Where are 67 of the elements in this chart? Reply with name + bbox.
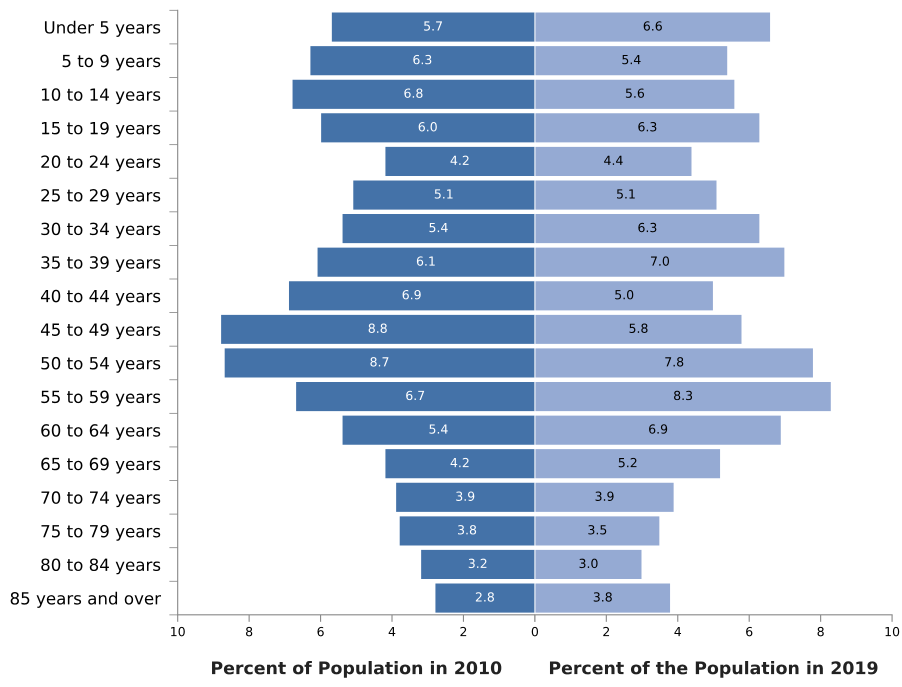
data-label: 8.7 [370,357,388,367]
x-tick-label: 4 [388,627,396,636]
data-label: 5.0 [615,290,634,300]
data-label: 5.6 [626,88,644,98]
data-label: 5.2 [618,458,636,468]
data-label: 4.4 [604,156,623,165]
data-label: 3.8 [594,592,612,602]
data-label: 7.8 [665,357,684,367]
data-label: 3.0 [579,558,598,568]
x-tick-label: 2 [603,626,610,636]
data-label: 6.0 [418,122,437,132]
x-tick-label: 0 [532,626,538,636]
y-tick-label: Under 5 years [44,20,160,37]
y-tick-label: 55 to 59 years [41,390,160,406]
x-tick-label: 6 [746,626,752,636]
data-label: 8.8 [368,324,387,334]
data-label: 5.4 [429,222,448,232]
data-label: 3.9 [596,491,614,501]
x-axis-title: Percent of Population in 2010 [212,660,502,678]
data-label: 5.1 [616,189,635,199]
data-label: 2.8 [476,592,494,602]
data-label: 6.1 [416,256,435,266]
data-label: 3.8 [458,525,476,535]
y-tick-label: 45 to 49 years [40,323,160,340]
data-label: 5.4 [622,55,641,64]
data-label: 5.4 [429,424,448,434]
x-tick-label: 8 [246,626,252,636]
x-tick-label: 10 [886,626,900,636]
data-label: 6.3 [413,54,432,64]
data-label: 3.2 [468,558,486,568]
data-label: 5.7 [424,21,442,31]
data-label: 3.5 [588,525,606,535]
data-label: 8.3 [674,390,692,400]
x-tick-label: 8 [818,626,824,636]
y-tick-label: 75 to 79 years [41,524,160,541]
data-label: 3.9 [456,491,474,501]
data-label: 6.9 [402,290,421,300]
data-label: 7.0 [650,256,670,266]
y-tick-label: 60 to 64 years [41,424,160,440]
y-tick-label: 5 to 9 years [62,54,160,70]
data-label: 6.6 [644,21,662,31]
data-label: 5.8 [629,324,648,334]
y-tick-label: 30 to 34 years [41,222,160,238]
x-axis-title: Percent of the Population in 2019 [550,660,878,678]
data-label: 4.2 [450,458,469,468]
y-tick-label: 85 years and over [10,592,162,608]
y-tick-label: 35 to 39 years [41,256,160,272]
y-tick-label: 20 to 24 years [41,155,160,172]
x-tick-label: 6 [317,626,324,636]
data-label: 6.3 [638,122,656,132]
data-label: 5.1 [434,189,453,199]
y-tick-label: 40 to 44 years [40,290,160,306]
data-label: 6.3 [638,222,656,232]
data-label: 4.2 [450,156,469,165]
x-tick-label: 4 [674,627,682,636]
y-tick-label: 65 to 69 years [41,458,160,474]
data-label: 6.7 [406,390,424,400]
y-tick-label: 70 to 74 years [41,491,160,508]
y-tick-label: 10 to 14 years [42,88,160,104]
x-tick-label: 10 [171,626,185,636]
data-label: 6.9 [649,424,668,434]
y-tick-label: 80 to 84 years [41,558,160,574]
y-tick-label: 50 to 54 years [41,356,160,373]
x-tick-label: 2 [460,626,466,636]
y-tick-label: 15 to 19 years [42,122,160,138]
y-tick-label: 25 to 29 years [41,188,160,205]
data-label: 6.8 [404,88,423,98]
